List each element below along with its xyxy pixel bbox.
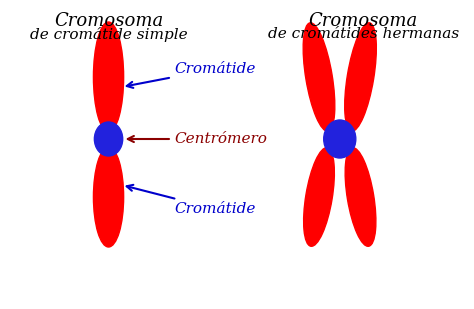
- Text: Cromátide: Cromátide: [127, 185, 256, 216]
- Text: de cromátide simple: de cromátide simple: [30, 27, 187, 42]
- Text: Centrómero: Centrómero: [128, 132, 267, 146]
- Text: de cromátides hermanas: de cromátides hermanas: [268, 27, 459, 41]
- Ellipse shape: [345, 23, 376, 131]
- Ellipse shape: [303, 23, 335, 131]
- Ellipse shape: [304, 148, 334, 246]
- Text: Cromátide: Cromátide: [127, 62, 256, 88]
- Ellipse shape: [324, 120, 356, 158]
- Ellipse shape: [93, 22, 124, 132]
- Text: Cromosoma: Cromosoma: [309, 12, 418, 30]
- Ellipse shape: [93, 147, 124, 247]
- Text: Cromosoma: Cromosoma: [54, 12, 163, 30]
- Ellipse shape: [94, 122, 123, 156]
- Ellipse shape: [345, 148, 376, 246]
